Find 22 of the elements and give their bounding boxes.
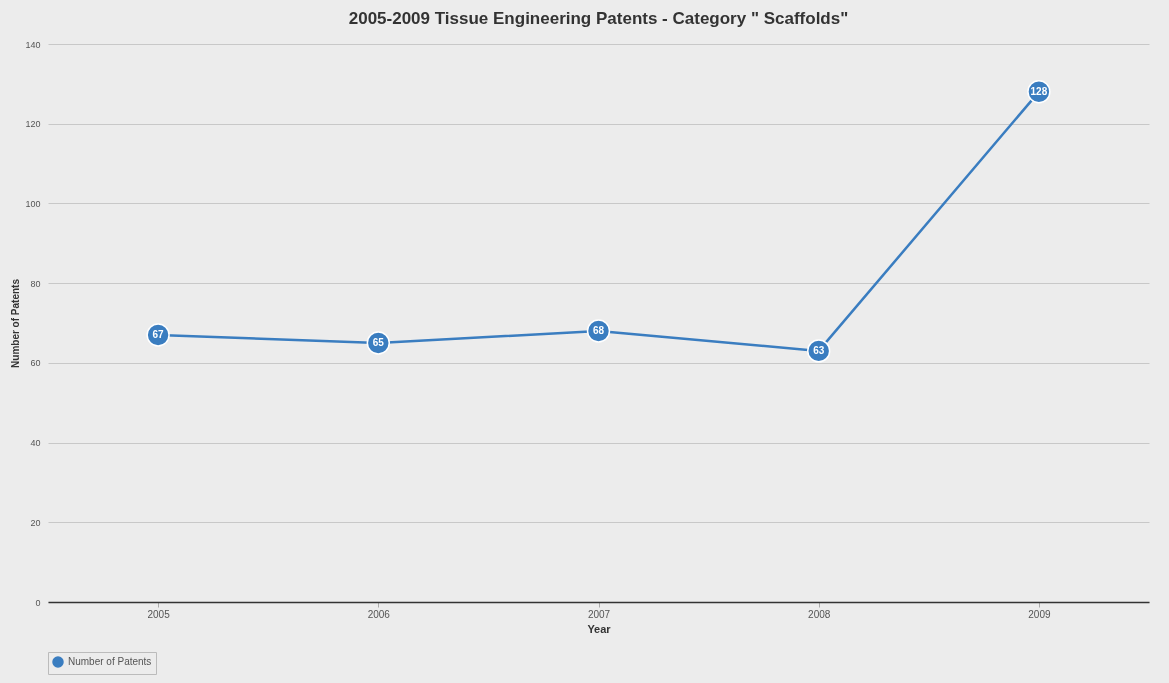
data-label: 67 — [152, 328, 165, 340]
y-tick-label: 80 — [30, 278, 41, 289]
y-tick-label: 140 — [25, 39, 41, 50]
x-tick-label: 2009 — [1028, 608, 1051, 620]
x-axis-title: Year — [587, 622, 612, 635]
x-tick-label: 2008 — [808, 608, 831, 620]
chart-title: 2005-2009 Tissue Engineering Patents - Category " Scaffolds" — [348, 9, 849, 28]
y-axis-title: Number of Patents — [10, 278, 22, 368]
y-tick-label: 20 — [30, 517, 41, 528]
y-tick-label: 60 — [30, 358, 41, 369]
data-label: 65 — [372, 336, 385, 348]
x-tick-label: 2007 — [587, 608, 611, 620]
y-tick-label: 120 — [25, 119, 41, 130]
y-tick-label: 40 — [30, 438, 41, 449]
data-label: 128 — [1030, 85, 1048, 97]
x-tick-label: 2006 — [367, 608, 391, 620]
data-label: 63 — [813, 344, 825, 356]
y-tick-label: 100 — [25, 198, 41, 209]
y-tick-label: 0 — [35, 597, 41, 608]
data-label: 68 — [592, 324, 605, 336]
legend-label: Number of Patents — [68, 656, 152, 667]
x-tick-label: 2005 — [147, 608, 171, 620]
